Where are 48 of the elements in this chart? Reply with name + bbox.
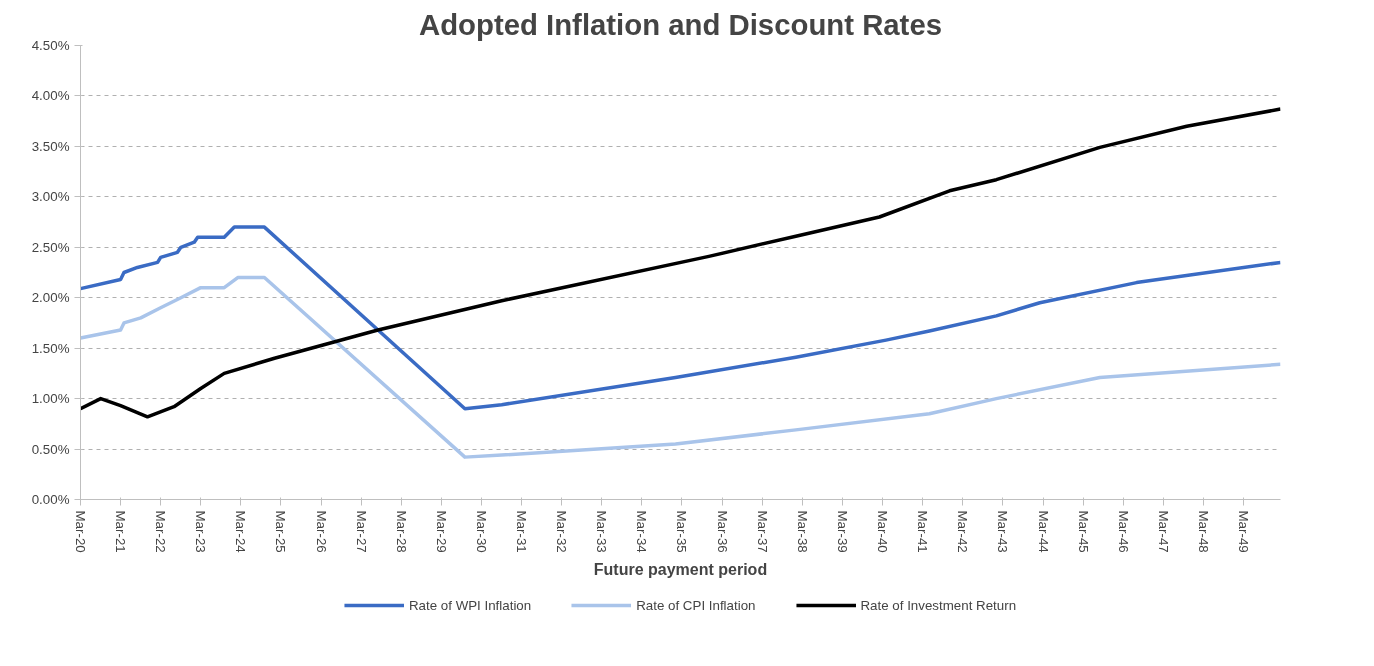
x-axis-title: Future payment period [593,560,768,578]
x-tick-label: Mar-48 [1195,510,1211,553]
x-tick-label: Mar-42 [955,510,971,553]
x-tick-label: Mar-26 [313,510,329,553]
legend-label: Rate of WPI Inflation [408,597,532,613]
x-tick-label: Mar-38 [794,510,810,553]
x-tick-label: Mar-34 [634,510,650,554]
x-tick-label: Mar-46 [1115,510,1131,553]
x-tick-label: Mar-30 [473,510,489,553]
x-tick-label: Mar-44 [1035,510,1051,554]
line-series [80,275,1281,459]
x-tick-label: Mar-36 [714,510,730,553]
y-tick-label: 1.00% [31,391,70,407]
y-tick-label: 2.50% [31,239,70,255]
legend-label: Rate of Investment Return [860,597,1017,613]
x-tick-label: Mar-37 [754,510,770,553]
x-tick-label: Mar-40 [875,510,891,553]
x-tick-label: Mar-21 [113,510,129,553]
x-tick-label: Mar-33 [594,510,610,553]
line-series [80,225,1281,411]
y-tick-label: 2.00% [31,290,70,306]
y-tick-label: 1.50% [31,340,70,356]
x-tick-label: Mar-45 [1075,510,1091,553]
y-tick-label: 3.00% [31,189,70,205]
chart-title: Adopted Inflation and Discount Rates [418,7,943,41]
x-tick-label: Mar-39 [834,510,850,553]
x-tick-label: Mar-47 [1155,510,1171,553]
x-tick-label: Mar-25 [273,510,289,553]
x-tick-label: Mar-31 [514,510,530,553]
x-tick-label: Mar-28 [393,510,409,553]
y-tick-label: 0.00% [31,492,70,507]
x-tick-label: Mar-22 [153,510,169,553]
x-tick-label: Mar-43 [995,510,1011,553]
x-tick-label: Mar-27 [353,510,369,553]
x-tick-label: Mar-24 [233,510,249,554]
x-tick-label: Mar-41 [915,510,931,553]
x-tick-label: Mar-23 [193,510,209,553]
y-tick-label: 0.50% [31,441,70,457]
line-series [80,107,1281,419]
x-tick-label: Mar-20 [73,510,88,553]
x-tick-label: Mar-35 [674,510,690,553]
y-tick-label: 3.50% [31,138,70,154]
y-tick-label: 4.50% [31,38,70,53]
x-tick-label: Mar-29 [433,510,449,553]
x-tick-label: Mar-32 [554,510,570,553]
legend-label: Rate of CPI Inflation [636,597,756,613]
y-tick-label: 4.00% [31,88,70,104]
x-tick-label: Mar-49 [1236,510,1251,553]
